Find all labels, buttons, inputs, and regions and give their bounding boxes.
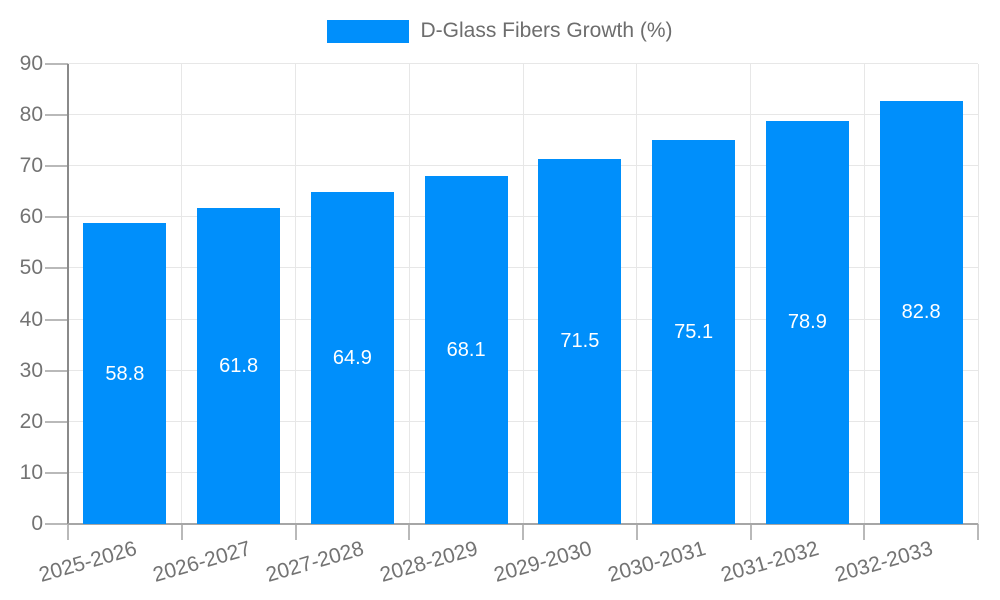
x-gridline [408,64,410,524]
x-gridline [181,64,183,524]
bar-value-label: 61.8 [219,355,259,378]
y-axis-tick [45,523,68,525]
y-axis-tick [45,318,68,321]
bar-value-label: 58.8 [105,362,145,385]
x-gridline [750,64,751,524]
x-axis-tick [408,524,411,540]
x-axis-tick [294,524,297,540]
bar[interactable] [765,120,849,524]
y-axis-tick-label: 60 [19,205,43,229]
bar[interactable] [83,223,167,524]
y-axis-tick-label: 40 [19,307,43,331]
x-axis-tick [635,524,638,540]
y-axis-tick [45,420,68,423]
bar-value-label: 71.5 [560,330,600,353]
x-axis-tick [180,524,183,540]
x-axis-line [68,523,978,525]
bar[interactable] [652,140,736,524]
x-axis-tick [749,524,752,540]
bar[interactable] [197,208,281,524]
x-axis-tick [863,524,866,540]
bar-value-label: 78.9 [787,311,827,334]
x-gridline [522,64,524,524]
x-axis-tick [67,524,69,540]
legend-swatch-icon [327,19,410,43]
y-axis-tick-label: 30 [19,358,43,382]
x-axis-tick [522,524,524,540]
y-axis-tick-label: 80 [19,103,43,127]
y-axis-tick [45,114,68,117]
y-axis-tick [45,369,68,372]
bar-value-label: 68.1 [446,338,486,361]
x-gridline [977,64,979,524]
bar[interactable] [424,175,508,524]
y-axis-tick [45,165,68,168]
y-axis-tick-label: 90 [19,52,43,75]
y-axis-tick-label: 70 [19,154,43,178]
bar-value-label: 75.1 [674,321,714,344]
y-axis-tick [45,267,68,270]
x-gridline [863,64,865,524]
y-axis-line [67,64,69,524]
x-gridline [295,64,296,524]
bar[interactable] [879,100,963,524]
x-axis-tick [977,524,979,540]
x-gridline [636,64,638,524]
bar-value-label: 64.9 [332,347,372,370]
bar[interactable] [538,158,622,524]
legend-label: D-Glass Fibers Growth (%) [420,19,673,42]
bar[interactable] [310,192,394,524]
y-axis-tick-label: 20 [19,409,43,433]
y-gridline [68,63,978,64]
y-axis-tick-label: 10 [19,460,43,484]
bar-value-label: 82.8 [901,301,941,324]
y-axis-tick [45,216,68,219]
legend[interactable]: D-Glass Fibers Growth (%) [0,19,1000,43]
y-axis-tick-label: 0 [31,512,43,535]
y-axis-tick [45,63,68,65]
y-axis-tick-label: 50 [19,256,43,280]
y-axis-tick [45,471,68,474]
